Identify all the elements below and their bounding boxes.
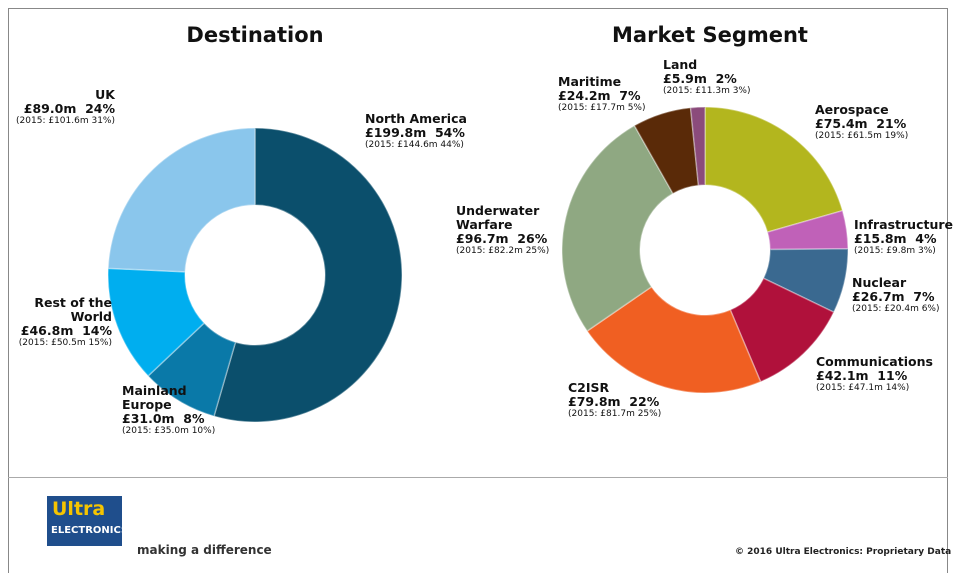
slice-label: Mainland Europe £31.0m 8% (2015: £35.0m 10… [122, 383, 216, 437]
category-label: C2ISR [568, 380, 610, 395]
percent-label: 14% [82, 323, 112, 338]
slice-label: Aerospace £75.4m 21% (2015: £61.5m 19%) [815, 103, 925, 142]
category-label: Aerospace [815, 102, 889, 117]
value-line: £24.2m 7% [558, 89, 658, 103]
category-label: Nuclear [852, 275, 907, 290]
value-line: £199.8m 54% [365, 126, 475, 140]
prior-year-label: (2015: £81.7m 25%) [568, 409, 662, 419]
value-line: £46.8m 14% [12, 324, 112, 338]
prior-year-label: (2015: £35.0m 10%) [122, 426, 216, 436]
frame [8, 8, 948, 573]
value-label: £5.9m [663, 71, 707, 86]
slice-label: UK £89.0m 24% (2015: £101.6m 31%) [15, 88, 115, 127]
donut-slice [633, 106, 700, 195]
category-label: Land [663, 57, 698, 72]
copyright: © 2016 Ultra Electronics: Proprietary Da… [735, 547, 952, 557]
chart-title: Destination [186, 23, 323, 47]
donut-slice [147, 321, 237, 418]
prior-year-label: (2015: £11.3m 3%) [663, 86, 751, 96]
category-label: Rest of the World [34, 295, 112, 324]
logo-top: Ultra [52, 498, 106, 520]
prior-year-label: (2015: £17.7m 5%) [558, 103, 646, 113]
value-label: £96.7m [456, 231, 509, 246]
slice-label: North America £199.8m 54% (2015: £144.6m 4… [365, 112, 475, 151]
category-label: Communications [816, 354, 933, 369]
donut-slice [107, 267, 206, 377]
percent-label: 7% [913, 289, 935, 304]
percent-label: 2% [715, 71, 737, 86]
value-line: £89.0m 24% [15, 102, 115, 116]
prior-year-label: (2015: £47.1m 14%) [816, 383, 910, 393]
prior-year-label: (2015: £82.2m 25%) [456, 246, 550, 256]
value-line: £15.8m 4% [854, 232, 954, 246]
category-label: UK [95, 87, 115, 102]
donut-slice [689, 106, 706, 187]
value-label: £26.7m [852, 289, 905, 304]
donut-slice [213, 127, 403, 423]
value-label: £42.1m [816, 368, 869, 383]
value-line: £26.7m 7% [852, 290, 952, 304]
slice-label: Maritime £24.2m 7% (2015: £17.7m 5%) [558, 75, 658, 114]
value-label: £46.8m [20, 323, 74, 338]
chart-title: Market Segment [612, 23, 808, 47]
donut-slice [762, 248, 849, 314]
logo-bottom: ELECTRONICS [51, 525, 129, 536]
percent-label: 11% [877, 368, 908, 383]
value-label: £24.2m [558, 88, 611, 103]
category-label: Underwater Warfare [456, 203, 540, 232]
value-label: £75.4m [815, 116, 868, 131]
separator [8, 477, 948, 478]
donut-slice [729, 277, 835, 383]
category-label: Mainland Europe [122, 383, 187, 412]
slice-label: Infrastructure £15.8m 4% (2015: £9.8m 3%) [854, 218, 954, 257]
value-line: £5.9m 2% [663, 72, 763, 86]
percent-label: 54% [434, 125, 465, 140]
percent-label: 26% [517, 231, 548, 246]
donut-slice [107, 127, 256, 273]
slice-label: Nuclear £26.7m 7% (2015: £20.4m 6%) [852, 276, 952, 315]
charts: Destination Market Segment [107, 23, 849, 423]
percent-label: 24% [85, 101, 115, 116]
prior-year-label: (2015: £50.5m 15%) [18, 338, 112, 348]
category-label: Maritime [558, 74, 622, 89]
prior-year-label: (2015: £20.4m 6%) [852, 304, 940, 314]
percent-label: 8% [183, 411, 205, 426]
prior-year-label: (2015: £61.5m 19%) [815, 131, 909, 141]
slice-label: Land £5.9m 2% (2015: £11.3m 3%) [663, 58, 763, 97]
value-line: £96.7m 26% [456, 231, 547, 246]
value-line: £31.0m 8% [122, 411, 205, 426]
donut-slice [704, 106, 844, 234]
prior-year-label: (2015: £144.6m 44%) [365, 140, 464, 150]
slice-label: Underwater Warfare £96.7m 26% (2015: £82.2… [456, 203, 550, 257]
value-label: £89.0m [23, 101, 77, 116]
value-line: £79.8m 22% [568, 395, 668, 409]
donut-slice [586, 285, 762, 394]
value-label: £15.8m [854, 231, 907, 246]
value-label: £31.0m [122, 411, 175, 426]
value-label: £79.8m [568, 394, 621, 409]
value-label: £199.8m [365, 125, 427, 140]
percent-label: 22% [629, 394, 660, 409]
slice-label: C2ISR £79.8m 22% (2015: £81.7m 25%) [568, 381, 668, 420]
value-line: £75.4m 21% [815, 117, 925, 131]
value-line: £42.1m 11% [816, 369, 946, 383]
category-label: Infrastructure [854, 217, 953, 232]
slice-label: Rest of the World £46.8m 14% (2015: £50.5m… [12, 296, 112, 349]
percent-label: 21% [876, 116, 907, 131]
category-label: North America [365, 111, 467, 126]
logo: Ultra ELECTRONICS [47, 496, 128, 546]
tagline: making a difference [137, 543, 272, 557]
percent-label: 7% [619, 88, 641, 103]
percent-label: 4% [915, 231, 937, 246]
prior-year-label: (2015: £9.8m 3%) [854, 246, 936, 256]
prior-year-label: (2015: £101.6m 31%) [16, 116, 115, 126]
donut-slice [561, 124, 674, 333]
slice-label: Communications £42.1m 11% (2015: £47.1m 14… [816, 355, 946, 394]
